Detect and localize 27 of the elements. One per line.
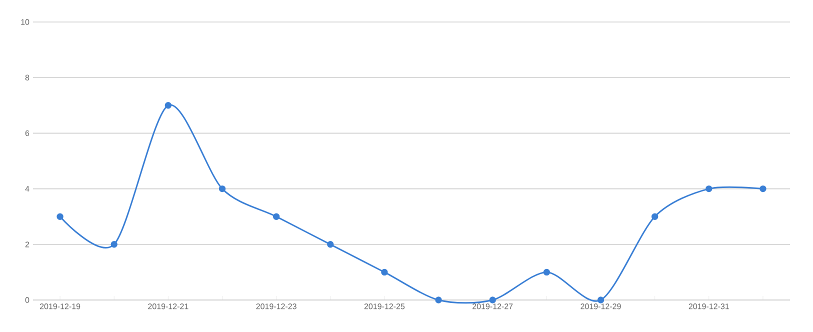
- point: [327, 241, 334, 248]
- point: [110, 241, 118, 248]
- x-tick-label: 2019-12-31: [688, 304, 729, 310]
- point: [56, 213, 64, 220]
- point: [651, 213, 658, 220]
- point: [760, 185, 766, 192]
- point: [489, 296, 496, 304]
- point: [218, 185, 226, 192]
- x-tick-label: 2019-12-29: [580, 304, 621, 310]
- point: [706, 185, 712, 192]
- y-tick-label: 4: [25, 186, 30, 192]
- point: [381, 268, 388, 276]
- point: [597, 296, 604, 304]
- x-tick-label: 2019-12-21: [148, 304, 188, 310]
- y-tick-label: 2: [25, 242, 30, 248]
- point: [435, 296, 442, 304]
- y-tick-label: 8: [25, 74, 30, 80]
- x-tick-label: 2019-12-27: [472, 304, 513, 310]
- y-tick-label: 0: [25, 297, 30, 303]
- x-tick-label: 2019-12-19: [40, 304, 80, 310]
- point: [272, 213, 280, 220]
- y-tick-label: 10: [21, 19, 30, 25]
- x-tick-label: 2019-12-25: [364, 304, 405, 310]
- y-tick-label: 6: [25, 130, 30, 136]
- x-tick-label: 2019-12-23: [256, 304, 296, 310]
- point: [543, 268, 550, 276]
- point: [164, 102, 172, 109]
